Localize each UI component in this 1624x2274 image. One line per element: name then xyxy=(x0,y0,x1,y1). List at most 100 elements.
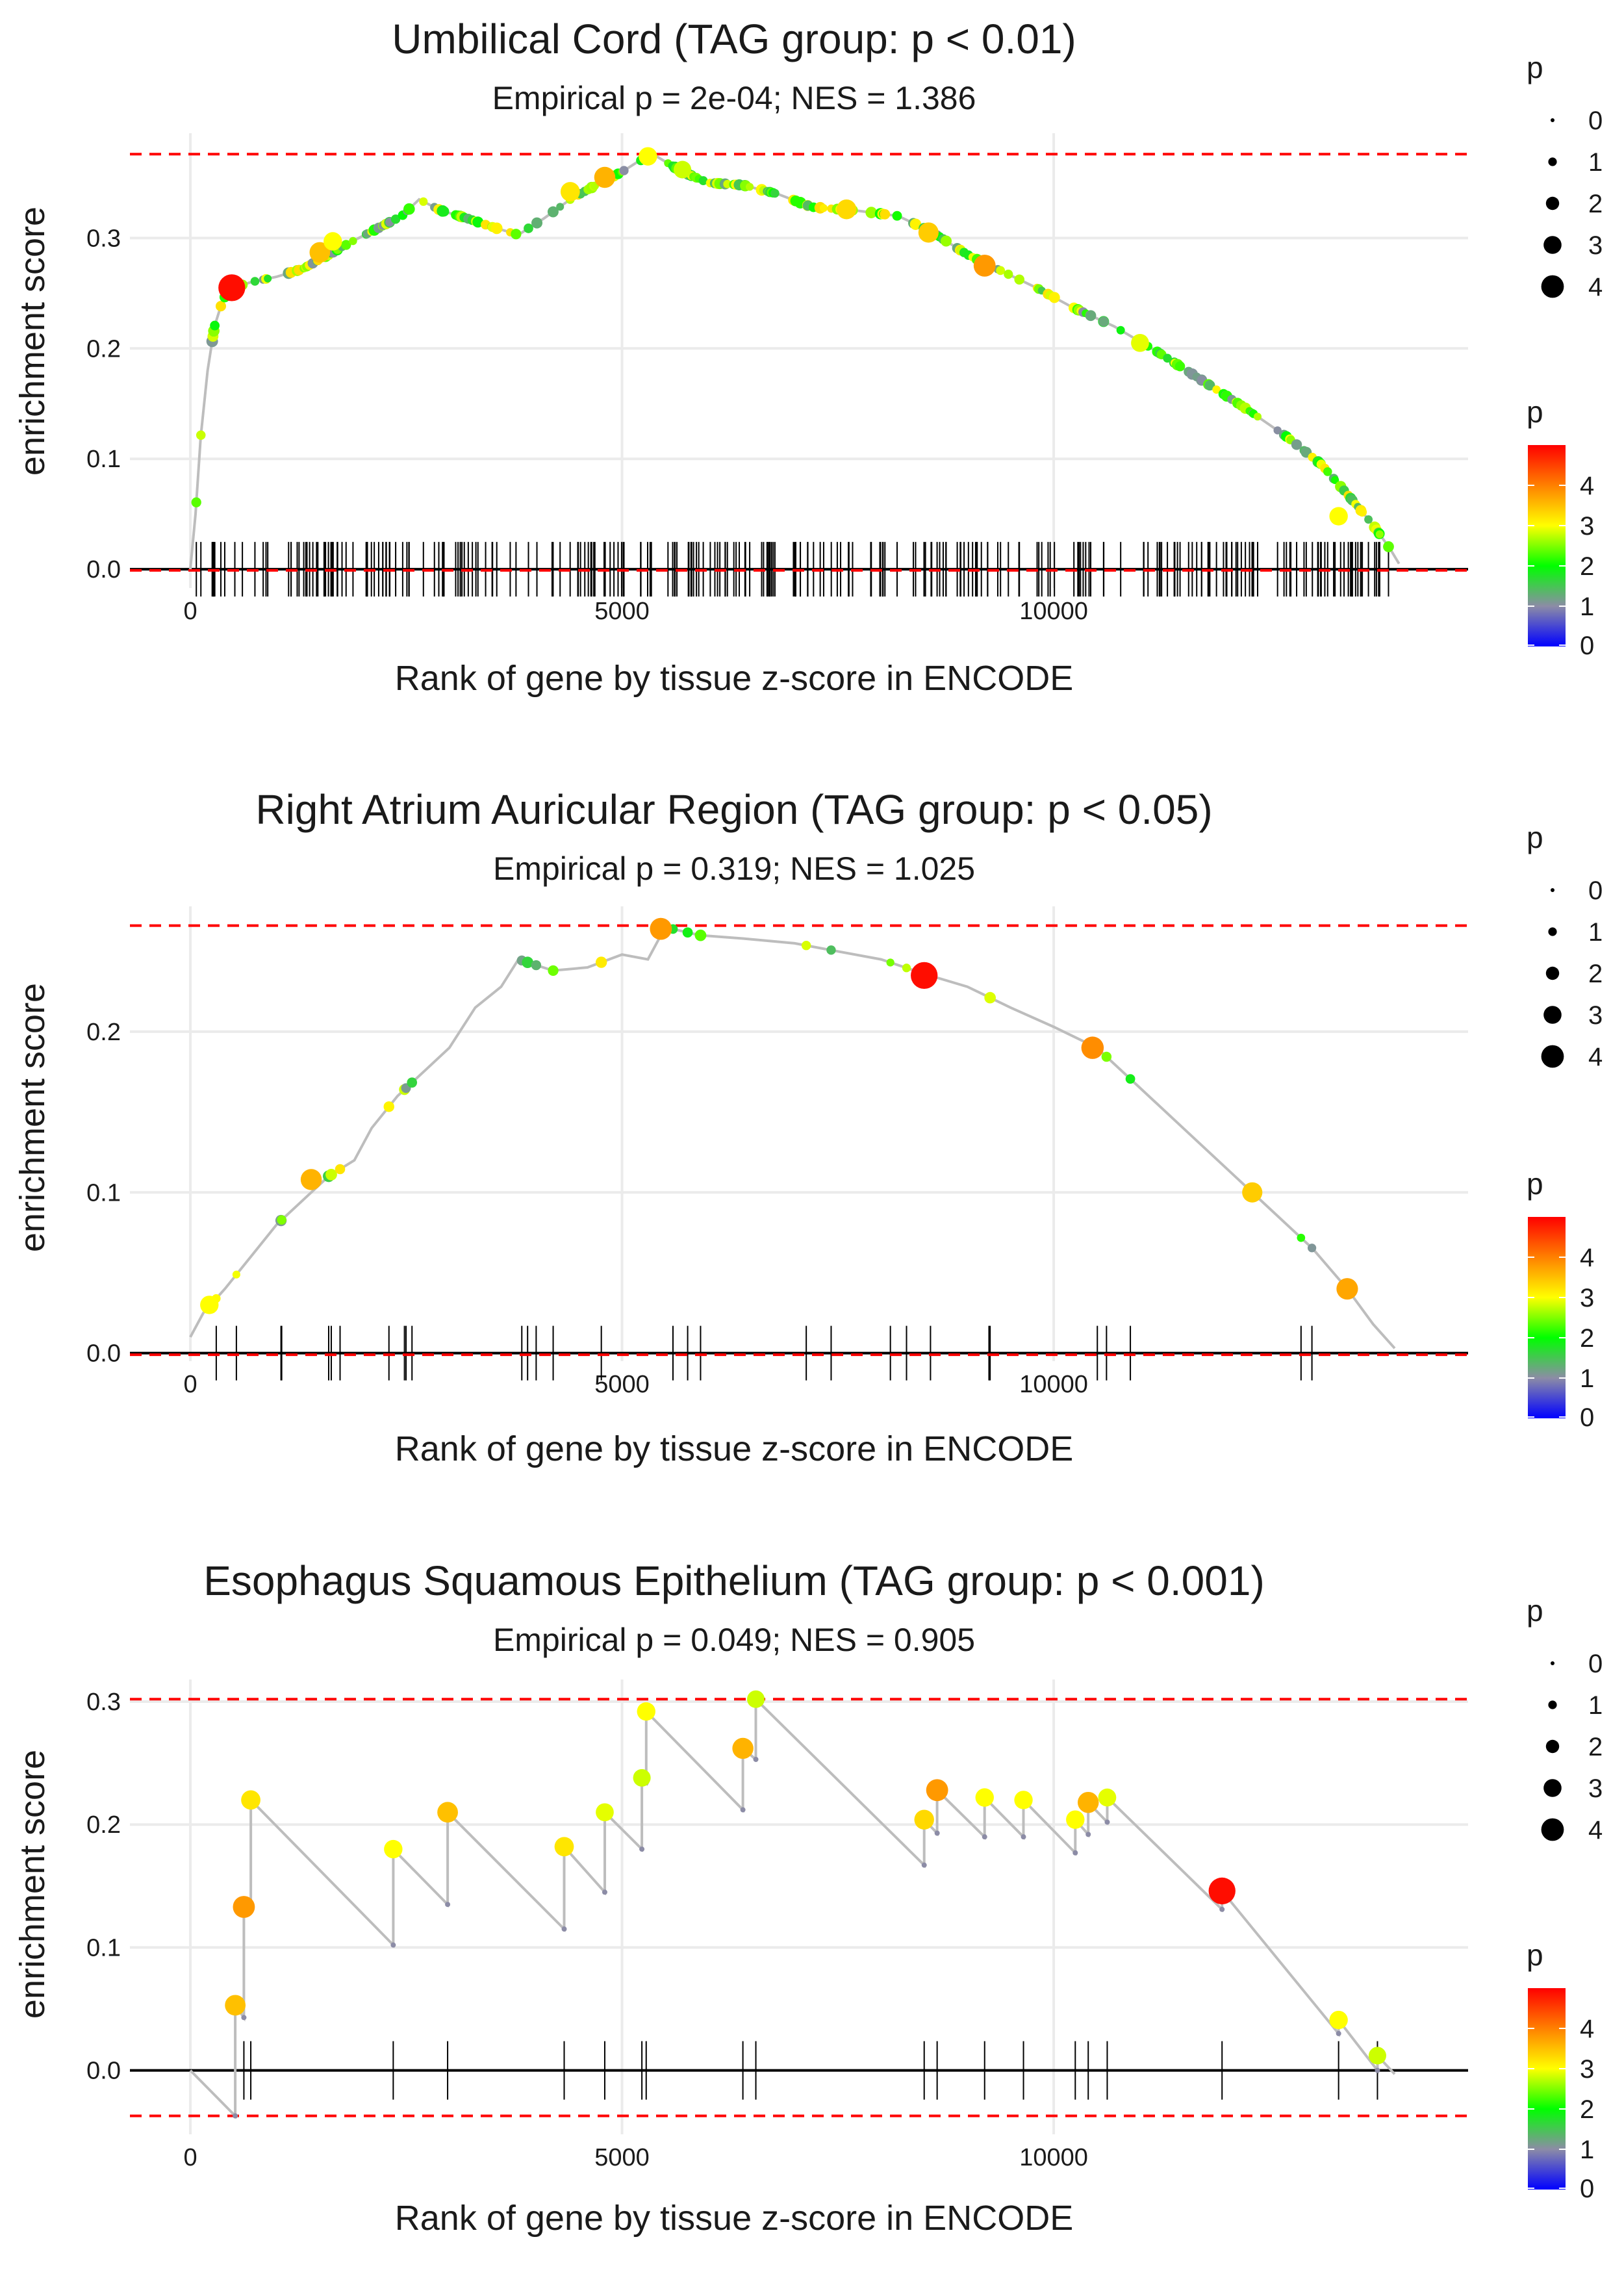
size-legend-label: 2 xyxy=(1588,1733,1603,1761)
panel-esophagus: Esophagus Squamous Epithelium (TAG group… xyxy=(13,1557,1603,2238)
size-legend: p 0 1 2 3 4 xyxy=(1527,1594,1603,1845)
x-axis-label: Rank of gene by tissue z-score in ENCODE xyxy=(395,1429,1073,1468)
size-legend-dot xyxy=(1548,157,1557,166)
y-axis-label: enrichment score xyxy=(13,207,52,476)
color-legend-label: 2 xyxy=(1580,1324,1594,1353)
highlight-point xyxy=(225,1995,246,2016)
curve-point xyxy=(1254,413,1262,421)
size-legend-title: p xyxy=(1527,1594,1543,1628)
size-legend-dot xyxy=(1551,1661,1554,1665)
curve-point xyxy=(819,204,828,212)
highlight-point xyxy=(911,962,938,990)
highlight-point xyxy=(596,1803,614,1822)
size-legend-label: 1 xyxy=(1588,1691,1603,1720)
curve-point xyxy=(196,430,206,441)
x-tick-label: 10000 xyxy=(1019,598,1088,625)
enrichment-curve xyxy=(189,925,1396,1349)
curve-point xyxy=(1364,515,1373,524)
curve-point xyxy=(1021,1834,1026,1840)
color-legend-bar xyxy=(1528,445,1566,646)
size-legend-label: 0 xyxy=(1588,1650,1603,1678)
curve-point xyxy=(1219,1906,1225,1912)
curve-point xyxy=(770,188,780,198)
color-legend-label: 1 xyxy=(1580,1364,1594,1393)
curve-point xyxy=(524,224,533,233)
y-tick-label: 0.3 xyxy=(86,1689,121,1716)
highlight-point xyxy=(732,1737,754,1759)
highlight-point xyxy=(300,1169,322,1190)
color-legend-label: 4 xyxy=(1580,1244,1594,1272)
color-legend: p 4 3 2 1 0 xyxy=(1527,395,1594,660)
size-legend: p 0 1 2 3 4 xyxy=(1527,821,1603,1071)
plot-area: 0.0 0.1 0.2 0 5000 10000 xyxy=(86,906,1468,1398)
curve-point xyxy=(264,274,272,283)
curve-point xyxy=(940,235,952,247)
plot-area: 0.0 0.1 0.2 0.3 0 5000 10000 xyxy=(86,1680,1468,2171)
curve-point xyxy=(698,176,708,186)
curve-point xyxy=(892,211,902,221)
x-tick-label: 0 xyxy=(183,598,197,625)
curve-point xyxy=(390,1942,396,1948)
y-tick-label: 0.1 xyxy=(86,446,121,473)
curve-point xyxy=(522,956,534,969)
size-legend-dot xyxy=(1545,1739,1560,1754)
highlight-point xyxy=(1081,1036,1104,1059)
size-legend-dot xyxy=(1551,888,1554,892)
curve-point xyxy=(1098,316,1109,327)
highlight-point xyxy=(1329,507,1348,526)
size-legend-label: 2 xyxy=(1588,960,1603,988)
highlight-point xyxy=(1098,1788,1117,1807)
size-legend-label: 0 xyxy=(1588,107,1603,135)
highlight-point xyxy=(1329,2010,1348,2030)
y-axis-label: enrichment score xyxy=(13,1750,52,2019)
color-legend-label: 0 xyxy=(1580,1403,1594,1432)
y-tick-label: 0.0 xyxy=(86,1340,121,1368)
curve-point xyxy=(1297,1233,1306,1242)
curve-point xyxy=(880,209,891,220)
highlight-point xyxy=(309,242,331,263)
curve-point xyxy=(865,207,878,218)
highlight-point xyxy=(1066,1810,1085,1829)
panel-umbilical-cord: Umbilical Cord (TAG group: p < 0.01) Emp… xyxy=(13,16,1603,698)
curve-point xyxy=(984,991,996,1004)
highlight-point xyxy=(1014,1791,1033,1809)
color-legend-label: 4 xyxy=(1580,2015,1594,2043)
highlight-point xyxy=(1077,1791,1099,1813)
curve-point xyxy=(1085,310,1097,322)
x-tick-label: 0 xyxy=(183,1371,197,1398)
highlight-point xyxy=(926,1779,948,1802)
highlight-point xyxy=(639,147,657,166)
curve-point xyxy=(595,956,607,968)
curve-point xyxy=(909,218,922,230)
curve-point xyxy=(349,236,357,246)
curve-point xyxy=(1212,385,1221,394)
curve-point xyxy=(1004,270,1013,279)
color-legend-bar xyxy=(1528,1217,1566,1418)
curve-point xyxy=(1375,2067,1380,2073)
curve-point xyxy=(547,206,559,218)
y-tick-label: 0.1 xyxy=(86,1934,121,1961)
curve-point xyxy=(619,166,629,175)
curve-point xyxy=(1204,380,1215,391)
highlight-point xyxy=(836,199,857,220)
curve-point xyxy=(511,229,522,240)
x-tick-label: 10000 xyxy=(1019,1371,1088,1398)
size-legend-dot xyxy=(1541,275,1564,298)
curve-point xyxy=(548,965,559,977)
y-tick-label: 0.2 xyxy=(86,1811,121,1839)
x-tick-label: 5000 xyxy=(594,598,650,625)
curve-point xyxy=(335,1164,346,1175)
size-legend-dot xyxy=(1541,1045,1564,1068)
size-legend-dot xyxy=(1543,236,1562,254)
highlight-point xyxy=(637,1702,655,1721)
curve-point xyxy=(1291,439,1302,450)
color-legend-title: p xyxy=(1527,395,1543,429)
y-tick-label: 0.2 xyxy=(86,335,121,363)
highlight-point xyxy=(1368,2047,1386,2065)
color-legend-label: 2 xyxy=(1580,2095,1594,2124)
size-legend-dot xyxy=(1541,1818,1564,1841)
curve-point xyxy=(1174,361,1186,372)
curve-point xyxy=(325,1168,337,1181)
color-legend-label: 3 xyxy=(1580,2055,1594,2084)
